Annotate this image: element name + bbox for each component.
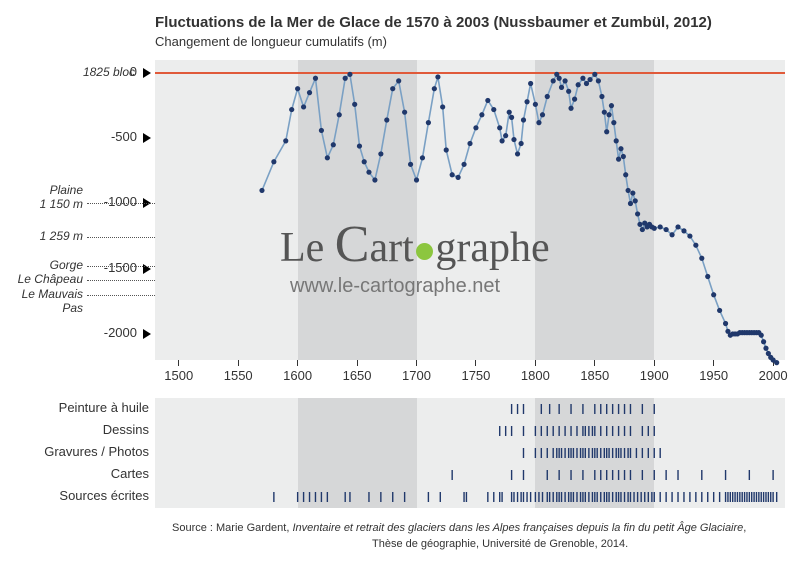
source-row-label: Cartes (111, 466, 149, 481)
source-row-label: Dessins (103, 422, 149, 437)
source-row-label: Gravures / Photos (44, 444, 149, 459)
source-citation-line2: Thèse de géographie, Université de Greno… (372, 538, 628, 550)
source-raster-chart (0, 0, 800, 566)
source-row-label: Peinture à huile (59, 400, 149, 415)
source-citation: Source : Marie Gardent, Inventaire et re… (172, 522, 746, 534)
source-row-label: Sources écrites (59, 488, 149, 503)
